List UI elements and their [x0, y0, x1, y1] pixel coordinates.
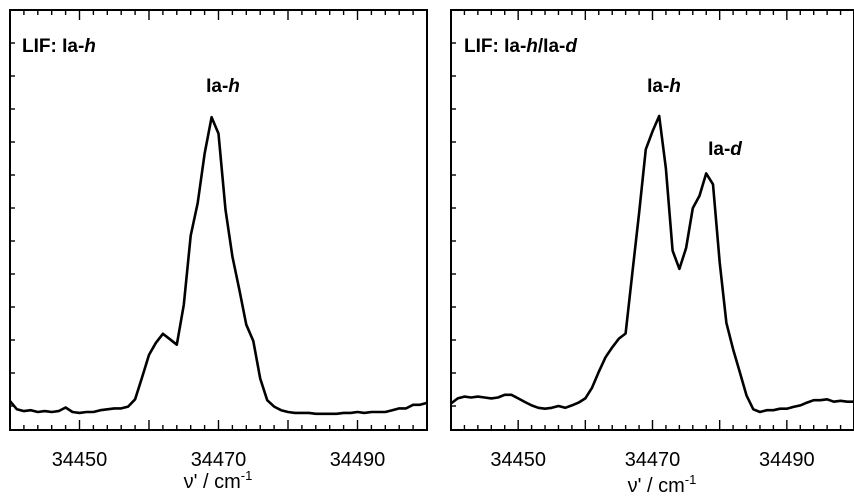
panel-ia-h-x-axis-label: ν' / cm-1 — [184, 468, 253, 493]
panel-ia-h-x-tick-label: 34490 — [330, 449, 386, 471]
panel-ia-h-tick-labels: 34450 34470 34490 — [52, 449, 386, 471]
panel-ia-h-x-tick-label: 34450 — [52, 449, 108, 471]
peak-label-ia-h: Ia-h — [206, 76, 240, 97]
panel-ia-h-ia-d-ticks — [450, 10, 854, 430]
panel-ia-h-ia-d-frame — [450, 9, 854, 431]
panel-ia-h-ticks — [9, 10, 428, 430]
panel-ia-h: 34450 34470 34490 LIF: Ia-h Ia-h ν' / cm-1 — [9, 9, 428, 493]
panel-ia-h-ia-d: 34450 34470 34490 LIF: Ia-h/Ia-d Ia-h Ia-d… — [450, 9, 854, 496]
panel-ia-h-ia-d-spectrum-line — [450, 114, 854, 414]
peak-label-ia-h: Ia-h — [647, 76, 681, 97]
panel-ia-h-frame — [9, 9, 428, 431]
panel-ia-h-ia-d-x-tick-label: 34450 — [490, 449, 546, 471]
panel-ia-h-ia-d-x-tick-label: 34490 — [759, 449, 815, 471]
panel-ia-h-title: LIF: Ia-h — [22, 36, 96, 57]
panel-ia-h-ia-d-x-tick-label: 34470 — [625, 449, 681, 471]
panel-ia-h-ia-d-x-axis-label: ν' / cm-1 — [628, 472, 697, 496]
peak-label-ia-d: Ia-d — [708, 139, 742, 160]
panel-ia-h-x-tick-label: 34470 — [191, 449, 247, 471]
panel-ia-h-spectrum-line — [9, 115, 428, 416]
panel-ia-h-ia-d-tick-labels: 34450 34470 34490 — [490, 449, 814, 471]
panel-ia-h-ia-d-title: LIF: Ia-h/Ia-d — [464, 36, 577, 57]
